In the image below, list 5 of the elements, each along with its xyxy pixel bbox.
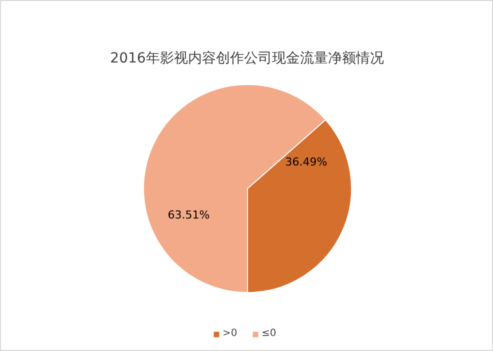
data-label: 36.49%: [285, 155, 328, 168]
legend-label: >0: [222, 328, 238, 339]
chart-title: 2016年影视内容创作公司现金流量净额情况: [110, 50, 384, 66]
legend-label: ≤0: [262, 328, 278, 339]
data-label: 63.51%: [168, 208, 210, 222]
